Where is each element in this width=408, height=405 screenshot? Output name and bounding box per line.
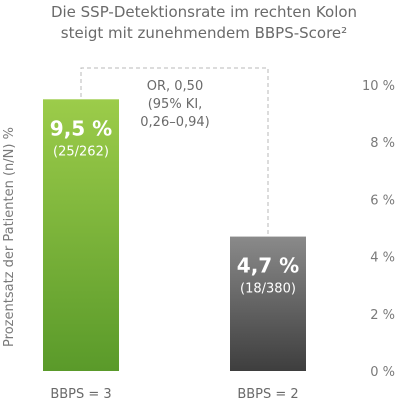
bar-count-label: (18/380): [240, 282, 296, 297]
annotation-ci-range: 0,26–0,94): [140, 115, 209, 130]
bar-value-label: 4,7 %: [237, 254, 299, 278]
bar-value-label: 9,5 %: [50, 116, 112, 140]
significance-bracket: [80, 67, 269, 238]
y-tick-label: 4 %: [370, 251, 395, 266]
y-tick-label: 2 %: [370, 308, 395, 323]
annotation-odds-ratio: OR, 0,50: [147, 79, 203, 94]
y-axis-label: Prozentsatz der Patienten (n/N) %: [2, 127, 17, 347]
bar-count-label: (25/262): [53, 144, 109, 159]
category-label: BBPS = 3: [50, 387, 111, 402]
category-label: BBPS = 2: [237, 387, 298, 402]
bar: [43, 99, 119, 372]
y-tick-label: 10 %: [362, 79, 395, 94]
chart-title-line-2: steigt mit zunehmendem BBPS-Score²: [61, 24, 347, 42]
y-tick-label: 8 %: [370, 136, 395, 151]
y-tick-label: 0 %: [370, 365, 395, 380]
annotation-ci-label: (95% KI,: [148, 97, 203, 112]
y-axis-ticks: 0 % 2 % 4 % 6 % 8 % 10 %: [362, 79, 395, 380]
bar: [230, 236, 306, 371]
chart-title-line-1: Die SSP-Detektionsrate im rechten Kolon: [51, 3, 357, 21]
bars: 9,5 % (25/262) BBPS = 3 4,7 % (18/380) BBPS =…: [43, 99, 306, 402]
y-tick-label: 6 %: [370, 193, 395, 208]
